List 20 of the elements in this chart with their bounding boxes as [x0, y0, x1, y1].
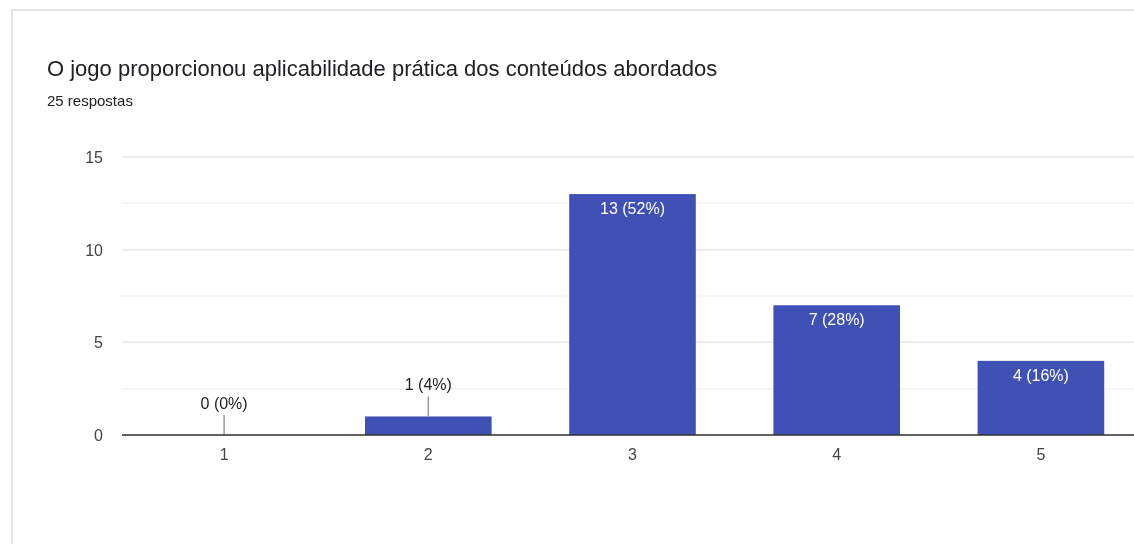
y-tick-label: 5	[94, 334, 104, 352]
bar	[977, 360, 1105, 435]
y-tick-label: 15	[85, 149, 104, 166]
data-label: 4 (16%)	[1012, 366, 1069, 384]
x-tick-label: 5	[1036, 446, 1046, 463]
data-label: 0 (0%)	[200, 395, 248, 412]
x-tick-label: 4	[832, 446, 842, 463]
data-label: 1 (4%)	[404, 376, 452, 394]
chart-subtitle: 25 respostas	[47, 92, 133, 109]
y-tick-label: 10	[85, 241, 104, 259]
x-tick-label: 1	[219, 446, 229, 463]
bar	[365, 416, 492, 435]
bar	[569, 194, 696, 435]
bar	[773, 305, 900, 435]
data-label: 13 (52%)	[600, 200, 665, 218]
y-tick-label: 0	[94, 427, 104, 444]
chart-title: O jogo proporcionou aplicabilidade prática dos conteúdos abordados	[47, 56, 718, 81]
x-tick-label: 2	[423, 446, 433, 463]
x-tick-label: 3	[628, 446, 638, 463]
data-label: 7 (28%)	[808, 311, 865, 329]
